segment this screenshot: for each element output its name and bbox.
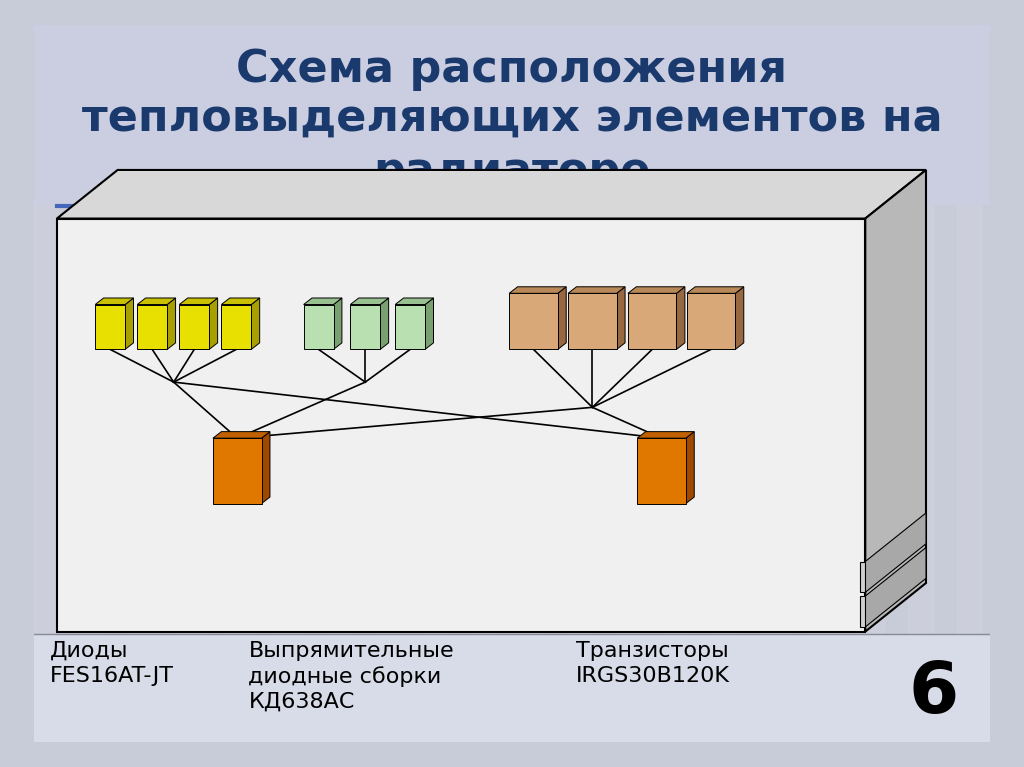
Bar xyxy=(544,25,568,742)
Bar xyxy=(349,25,374,742)
Bar xyxy=(860,561,865,592)
Bar xyxy=(57,25,82,742)
Text: тепловыделяющих элементов на: тепловыделяющих элементов на xyxy=(82,96,942,139)
Bar xyxy=(592,25,616,742)
Bar xyxy=(956,25,981,742)
Bar xyxy=(422,25,446,742)
Bar xyxy=(496,25,519,742)
Bar xyxy=(981,25,1006,742)
Bar xyxy=(519,25,544,742)
Text: Диоды
FES16AT-JT: Диоды FES16AT-JT xyxy=(50,641,174,686)
Bar xyxy=(137,304,167,350)
Polygon shape xyxy=(95,298,133,304)
Bar xyxy=(301,25,325,742)
Bar xyxy=(637,438,686,504)
Bar xyxy=(228,25,252,742)
Polygon shape xyxy=(677,287,685,350)
Bar xyxy=(908,25,933,742)
Bar xyxy=(57,219,865,631)
Polygon shape xyxy=(261,432,270,504)
Polygon shape xyxy=(221,298,260,304)
Polygon shape xyxy=(334,298,342,350)
Polygon shape xyxy=(687,287,743,293)
Bar xyxy=(568,293,616,350)
Bar xyxy=(860,25,884,742)
Polygon shape xyxy=(865,548,926,627)
Bar xyxy=(933,25,956,742)
Text: Выпрямительные
диодные сборки
КД638АС: Выпрямительные диодные сборки КД638АС xyxy=(249,641,454,712)
Bar xyxy=(509,293,558,350)
Bar xyxy=(884,25,908,742)
Bar xyxy=(714,25,738,742)
Bar xyxy=(179,25,204,742)
Bar xyxy=(374,25,398,742)
Text: Транзисторы
IRGS30B120K: Транзисторы IRGS30B120K xyxy=(575,641,729,686)
Polygon shape xyxy=(137,298,175,304)
Polygon shape xyxy=(179,298,218,304)
Bar xyxy=(106,25,131,742)
Bar xyxy=(786,25,811,742)
Bar xyxy=(446,25,471,742)
Bar xyxy=(471,25,496,742)
Bar xyxy=(395,304,425,350)
Polygon shape xyxy=(509,287,566,293)
Bar xyxy=(398,25,422,742)
Polygon shape xyxy=(57,170,926,219)
Bar xyxy=(763,25,786,742)
Polygon shape xyxy=(616,287,625,350)
Text: Схема расположения: Схема расположения xyxy=(237,48,787,91)
Polygon shape xyxy=(395,298,433,304)
Polygon shape xyxy=(251,298,260,350)
Bar xyxy=(221,304,251,350)
Polygon shape xyxy=(303,298,342,304)
Bar xyxy=(666,25,689,742)
Polygon shape xyxy=(380,298,389,350)
Bar xyxy=(811,25,836,742)
Bar xyxy=(213,438,261,504)
Bar xyxy=(34,634,990,742)
Polygon shape xyxy=(686,432,694,504)
Text: 6: 6 xyxy=(908,659,958,728)
Bar xyxy=(34,25,57,742)
Bar xyxy=(131,25,155,742)
Bar xyxy=(616,25,641,742)
Bar xyxy=(689,25,714,742)
Bar xyxy=(34,25,990,205)
Bar xyxy=(155,25,179,742)
Polygon shape xyxy=(735,287,743,350)
Bar xyxy=(82,25,106,742)
Polygon shape xyxy=(637,432,694,438)
Bar xyxy=(860,596,865,627)
Polygon shape xyxy=(628,287,685,293)
Polygon shape xyxy=(865,513,926,592)
Polygon shape xyxy=(213,432,270,438)
Bar xyxy=(179,304,209,350)
Bar xyxy=(276,25,301,742)
Polygon shape xyxy=(865,170,926,631)
Bar xyxy=(628,293,677,350)
Bar xyxy=(325,25,349,742)
Polygon shape xyxy=(558,287,566,350)
Polygon shape xyxy=(350,298,389,304)
Polygon shape xyxy=(568,287,625,293)
Bar xyxy=(641,25,666,742)
Polygon shape xyxy=(425,298,433,350)
Bar xyxy=(687,293,735,350)
Polygon shape xyxy=(125,298,133,350)
Bar xyxy=(738,25,763,742)
Bar xyxy=(252,25,276,742)
Polygon shape xyxy=(167,298,175,350)
Text: радиаторе: радиаторе xyxy=(374,150,650,193)
Polygon shape xyxy=(209,298,218,350)
Bar xyxy=(303,304,334,350)
Bar xyxy=(836,25,860,742)
Bar xyxy=(204,25,228,742)
Bar xyxy=(568,25,592,742)
Bar xyxy=(350,304,380,350)
Bar xyxy=(95,304,125,350)
